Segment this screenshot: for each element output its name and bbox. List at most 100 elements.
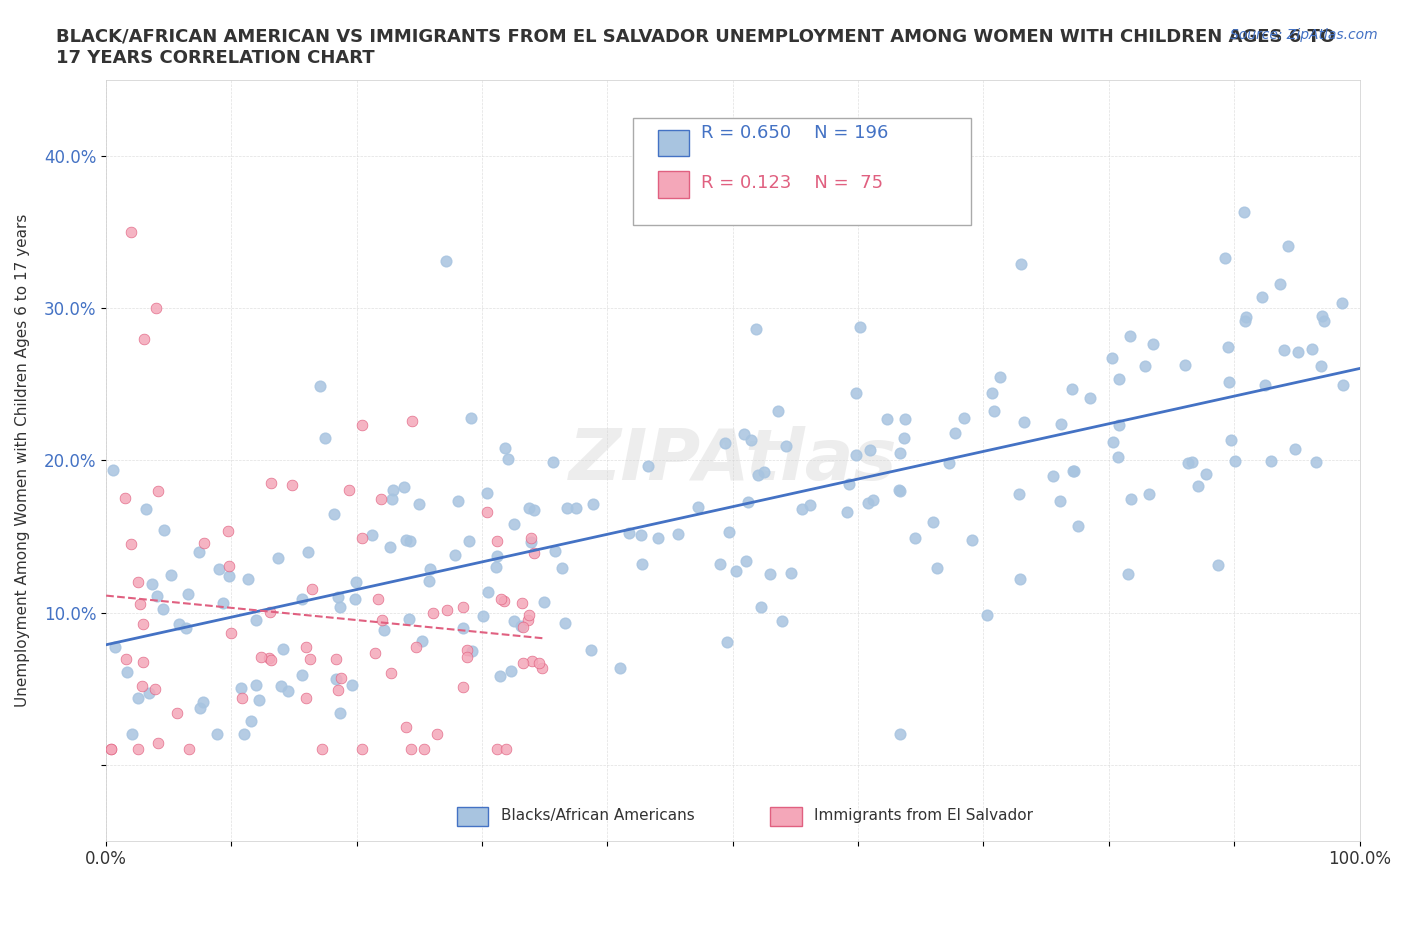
Point [240, 713, 263, 728]
Point [609, 660, 631, 675]
Point [259, 475, 281, 490]
Point [325, 651, 347, 666]
Point [247, 692, 270, 707]
FancyBboxPatch shape [658, 129, 689, 156]
Point [733, 427, 755, 442]
Point [401, 742, 423, 757]
Point [460, 411, 482, 426]
FancyBboxPatch shape [658, 171, 689, 198]
Point [451, 680, 474, 695]
Point [1213, 250, 1236, 265]
Point [381, 483, 404, 498]
Text: R = 0.123    N =  75: R = 0.123 N = 75 [702, 174, 883, 192]
Point [1181, 455, 1204, 470]
Point [191, 694, 214, 709]
Point [238, 571, 260, 586]
Point [127, 574, 149, 589]
Point [270, 679, 292, 694]
Point [960, 532, 983, 547]
Point [174, 621, 197, 636]
Point [530, 661, 553, 676]
Point [770, 614, 793, 629]
Point [894, 411, 917, 426]
Point [725, 564, 748, 578]
Point [666, 526, 689, 541]
Point [952, 410, 974, 425]
Point [485, 549, 508, 564]
Point [364, 645, 387, 660]
Point [352, 742, 374, 757]
Point [686, 499, 709, 514]
Point [1216, 339, 1239, 354]
Point [138, 685, 160, 700]
Point [790, 502, 813, 517]
Point [509, 618, 531, 633]
Point [447, 493, 470, 508]
Point [799, 498, 821, 512]
Text: ZIPAtlas: ZIPAtlas [568, 426, 897, 495]
Point [1254, 379, 1277, 393]
Point [1270, 276, 1292, 291]
Point [422, 605, 444, 620]
Point [218, 559, 240, 574]
Point [451, 600, 474, 615]
Point [434, 254, 457, 269]
Point [153, 523, 176, 538]
Point [1331, 378, 1354, 392]
Point [1133, 358, 1156, 373]
Point [1049, 493, 1071, 508]
Point [749, 600, 772, 615]
Point [314, 431, 336, 445]
Point [1310, 309, 1333, 324]
Point [502, 614, 524, 629]
Point [759, 566, 782, 581]
Point [859, 443, 882, 458]
Point [1187, 479, 1209, 494]
Point [1012, 415, 1035, 430]
Point [1107, 449, 1129, 464]
Point [630, 527, 652, 542]
Point [1260, 453, 1282, 468]
Point [146, 589, 169, 604]
Point [752, 464, 775, 479]
Point [143, 681, 166, 696]
Point [1062, 463, 1084, 478]
Point [893, 431, 915, 445]
Point [159, 567, 181, 582]
Point [1218, 375, 1240, 390]
Point [938, 456, 960, 471]
Point [205, 727, 228, 742]
Point [544, 544, 567, 559]
Point [1139, 486, 1161, 501]
Point [1223, 453, 1246, 468]
Point [1305, 454, 1327, 469]
Point [167, 617, 190, 631]
Point [1174, 358, 1197, 373]
Point [1010, 257, 1032, 272]
Point [512, 656, 534, 671]
Point [477, 485, 499, 500]
Point [554, 615, 576, 630]
Point [1042, 469, 1064, 484]
Point [862, 493, 884, 508]
Point [127, 690, 149, 705]
Point [426, 726, 449, 741]
Point [291, 591, 314, 606]
Point [337, 483, 360, 498]
Point [582, 497, 605, 512]
Point [405, 640, 427, 655]
Point [456, 643, 478, 658]
Point [520, 531, 543, 546]
Point [904, 530, 927, 545]
Point [311, 742, 333, 757]
Point [131, 679, 153, 694]
Point [145, 301, 167, 316]
Point [361, 528, 384, 543]
Point [1219, 432, 1241, 447]
Point [637, 458, 659, 473]
Point [889, 727, 911, 742]
Point [496, 452, 519, 467]
Point [1177, 456, 1199, 471]
Point [413, 742, 436, 757]
Point [517, 500, 540, 515]
